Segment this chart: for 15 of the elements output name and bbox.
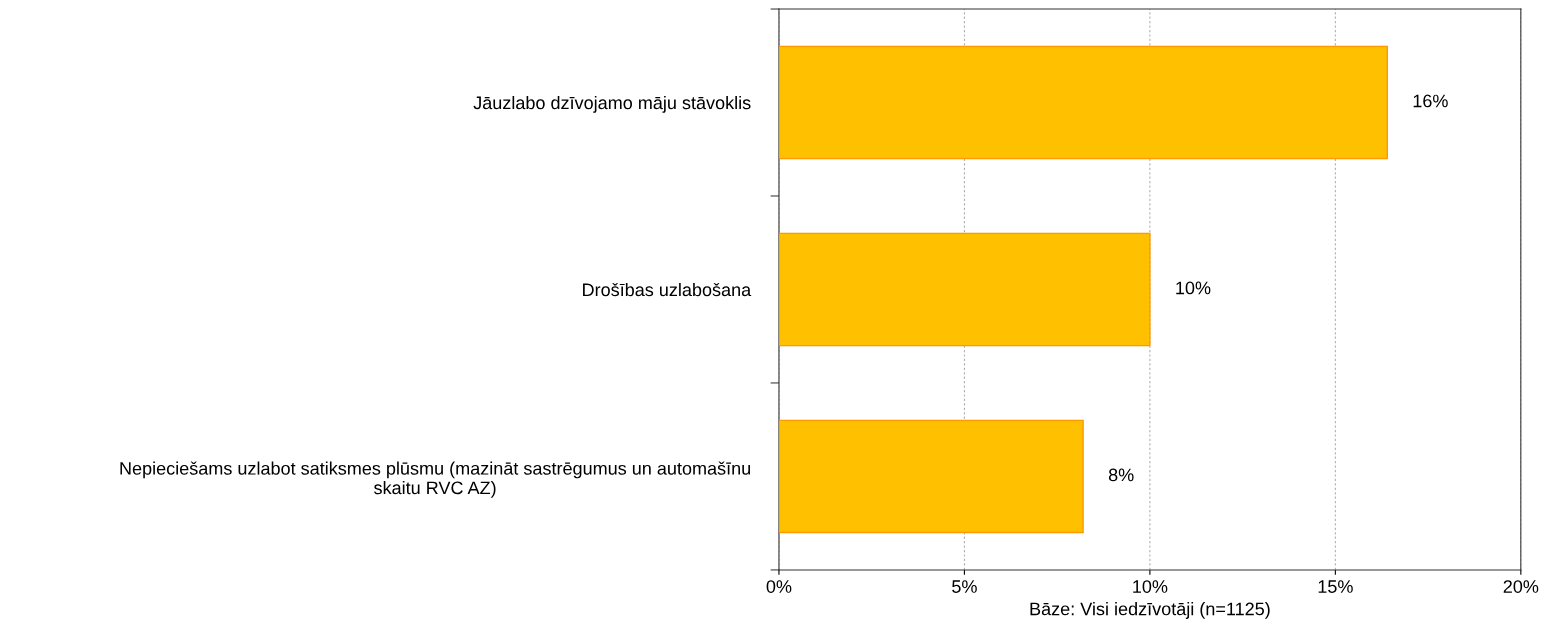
x-tick-label: 15%: [1318, 580, 1353, 593]
x-tick-label: 0%: [766, 580, 792, 593]
y-tick-label: Nepieciešams uzlabot satiksmes plūsmu (mazināt sastrēgumus un automašīnu skaitu RVC AZ): [120, 461, 751, 498]
data-label: 16%: [1413, 94, 1448, 108]
y-tick-label: Jāuzlabo dzīvojamo māju stāvoklis: [473, 95, 751, 113]
bar: [778, 45, 1388, 160]
x-tick-label: 10%: [1133, 580, 1168, 593]
x-tick-label: 5%: [952, 580, 977, 593]
bar: [778, 419, 1084, 534]
x-tick-label: 20%: [1503, 580, 1539, 593]
y-tick-label: Drošības uzlabošana: [583, 282, 752, 297]
data-label: 8%: [1108, 468, 1134, 482]
bar: [778, 232, 1151, 347]
x-axis-title: Bāze: Visi iedzīvotāji (n=1125): [1030, 602, 1270, 619]
data-label: 10%: [1176, 281, 1211, 295]
